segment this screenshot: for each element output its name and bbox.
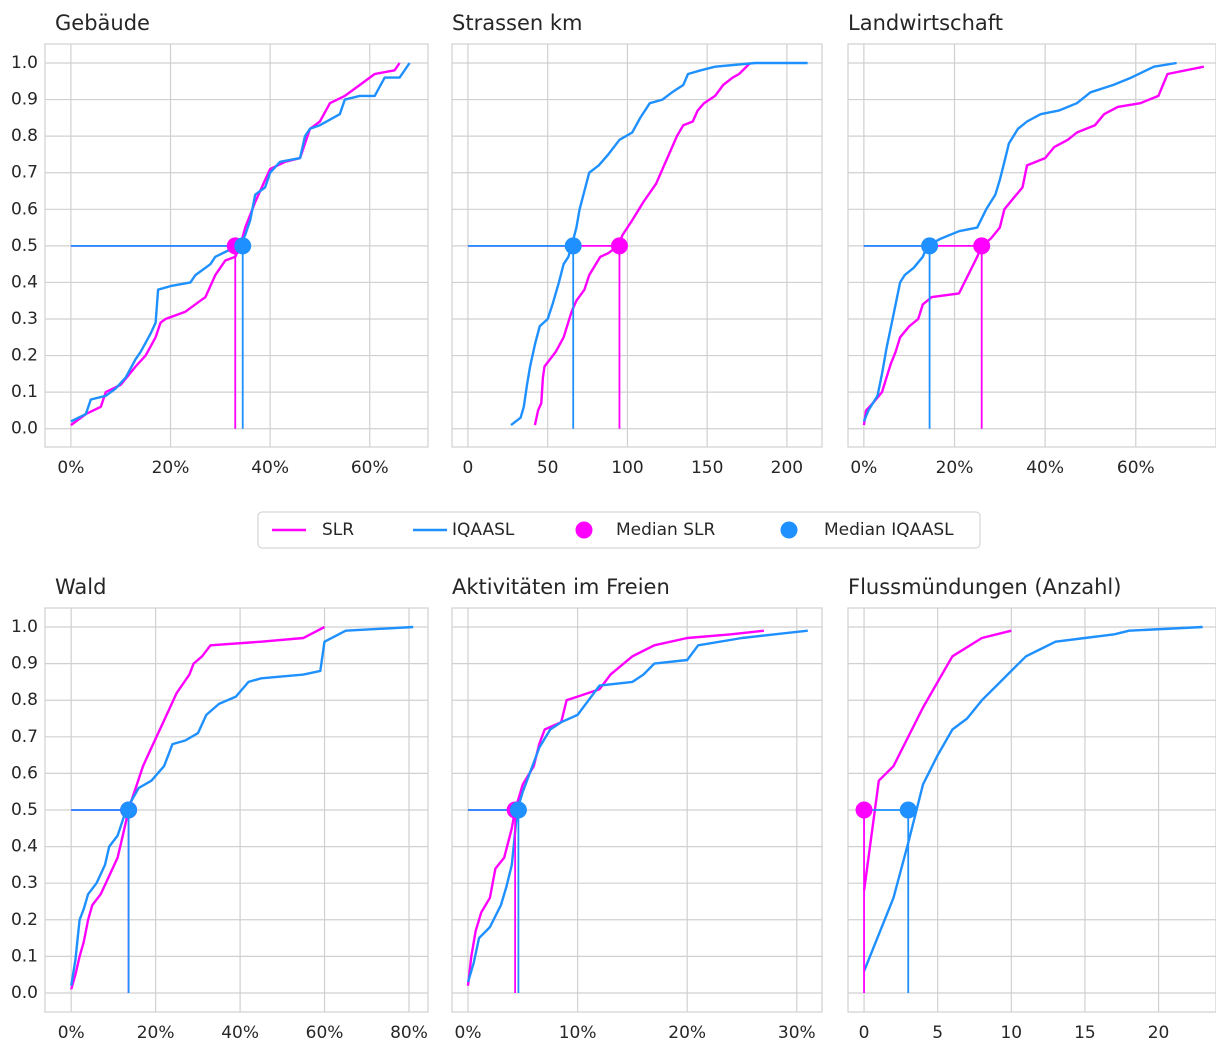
- ecdf-line: [862, 625, 1203, 972]
- x-tick-label: 0%: [58, 1023, 85, 1043]
- x-tick-label: 20%: [668, 1023, 706, 1043]
- x-tick-label: 20: [1148, 1023, 1170, 1043]
- subplot: Wald 0.0 0.1 0.2 0.3 0.4 0.5 0.6 0.7 0.8 0.9 1.0 0% 2…: [11, 575, 429, 1043]
- median-point: [509, 801, 527, 819]
- legend-label: SLR: [322, 520, 354, 540]
- plot-frame: [847, 607, 1216, 1013]
- median-point: [610, 237, 628, 255]
- legend-frame: [257, 511, 981, 549]
- median-point: [564, 237, 582, 255]
- ecdf-line: [533, 62, 752, 426]
- y-tick-label: 1.0: [11, 617, 38, 637]
- plot-frame: [44, 607, 429, 1013]
- y-tick-label: 0.2: [11, 346, 38, 366]
- y-tick-label: 0.0: [11, 419, 38, 439]
- x-tick-label: 60%: [306, 1023, 344, 1043]
- legend-label: IQAASL: [452, 520, 515, 540]
- ecdf-line: [862, 629, 1012, 891]
- subplot-title: Gebäude: [55, 11, 150, 35]
- legend-swatch: [575, 521, 593, 539]
- x-tick-label: 40%: [1026, 458, 1064, 478]
- y-tick-label: 0.6: [11, 763, 38, 783]
- y-tick-label: 0.5: [11, 800, 38, 820]
- y-tick-label: 0.5: [11, 236, 38, 256]
- y-tick-label: 0.3: [11, 873, 38, 893]
- legend-swatch: [780, 521, 798, 539]
- x-tick-label: 50: [537, 458, 559, 478]
- subplot: Strassen km 0 50 100 150 200: [451, 11, 823, 478]
- median-point: [855, 801, 873, 819]
- subplot-title: Aktivitäten im Freien: [452, 575, 670, 599]
- subplot-title: Landwirtschaft: [848, 11, 1003, 35]
- y-tick-label: 1.0: [11, 53, 38, 73]
- ecdf-line: [70, 625, 326, 990]
- ecdf-line: [70, 625, 414, 986]
- y-tick-label: 0.1: [11, 946, 38, 966]
- y-tick-label: 0.8: [11, 126, 38, 146]
- median-point: [899, 801, 917, 819]
- median-point: [234, 237, 252, 255]
- median-point: [120, 801, 138, 819]
- y-tick-label: 0.8: [11, 690, 38, 710]
- plot-frame: [451, 43, 823, 448]
- ecdf-line: [466, 629, 808, 983]
- y-tick-label: 0.4: [11, 272, 38, 292]
- ecdf-line: [862, 65, 1205, 426]
- subplot-title: Strassen km: [452, 11, 582, 35]
- x-tick-label: 40%: [251, 458, 289, 478]
- subplot-title: Wald: [55, 575, 106, 599]
- x-tick-label: 0%: [850, 458, 877, 478]
- legend: SLR IQAASL Median SLR Median IQAASL: [257, 511, 981, 549]
- x-tick-label: 200: [771, 458, 803, 478]
- legend-label: Median SLR: [616, 520, 715, 540]
- median-point: [921, 237, 939, 255]
- x-tick-label: 60%: [351, 458, 389, 478]
- ecdf-line: [862, 61, 1177, 422]
- x-tick-label: 100: [611, 458, 643, 478]
- median-point: [973, 237, 991, 255]
- x-tick-label: 20%: [137, 1023, 175, 1043]
- x-tick-label: 15: [1074, 1023, 1096, 1043]
- y-tick-label: 0.9: [11, 654, 38, 674]
- plot-frame: [451, 607, 823, 1013]
- y-tick-label: 0.3: [11, 309, 38, 329]
- y-tick-label: 0.7: [11, 727, 38, 747]
- x-tick-label: 0%: [57, 458, 84, 478]
- x-tick-label: 0: [463, 458, 474, 478]
- y-tick-label: 0.1: [11, 382, 38, 402]
- subplot: Aktivitäten im Freien 0% 10% 20% 30%: [451, 575, 823, 1043]
- x-tick-label: 10: [1000, 1023, 1022, 1043]
- x-tick-label: 40%: [221, 1023, 259, 1043]
- x-tick-label: 30%: [778, 1023, 816, 1043]
- x-tick-label: 80%: [390, 1023, 428, 1043]
- plot-frame: [847, 43, 1216, 448]
- y-tick-label: 0.4: [11, 837, 38, 857]
- x-tick-label: 5: [932, 1023, 943, 1043]
- x-tick-label: 20%: [152, 458, 190, 478]
- legend-label: Median IQAASL: [824, 520, 954, 540]
- plot-frame: [44, 43, 429, 448]
- x-tick-label: 0: [859, 1023, 870, 1043]
- subplot: Gebäude 0.0 0.1 0.2 0.3 0.4 0.5 0.6 0.7 0.8 0.9 1.0…: [11, 11, 429, 478]
- y-tick-label: 0.7: [11, 163, 38, 183]
- subplot: Flussmündungen (Anzahl) 0 5 10 15 20: [847, 575, 1216, 1043]
- x-tick-label: 20%: [936, 458, 974, 478]
- ecdf-line: [510, 61, 808, 427]
- subplot-title: Flussmündungen (Anzahl): [848, 575, 1121, 599]
- x-tick-label: 60%: [1117, 458, 1155, 478]
- x-tick-label: 0%: [455, 1023, 482, 1043]
- x-tick-label: 150: [691, 458, 723, 478]
- y-tick-label: 0.6: [11, 199, 38, 219]
- x-tick-label: 10%: [559, 1023, 597, 1043]
- subplot: Landwirtschaft 0% 20% 40% 60%: [847, 11, 1216, 478]
- y-tick-label: 0.2: [11, 910, 38, 930]
- y-tick-label: 0.9: [11, 90, 38, 110]
- y-tick-label: 0.0: [11, 983, 38, 1003]
